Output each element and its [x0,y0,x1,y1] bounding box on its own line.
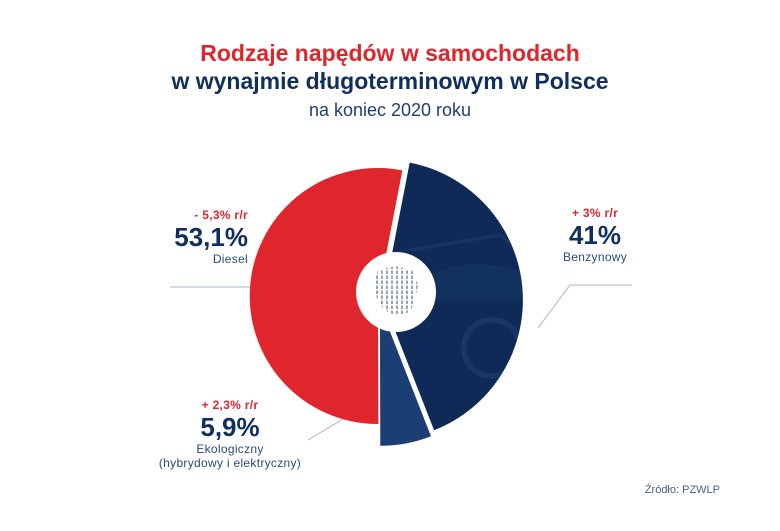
source-note: Źródło: PZWLP [644,484,720,496]
chart-title-line2: w wynajmie długoterminowym w Polsce [171,68,609,94]
name-ekologiczny: Ekologiczny [196,442,264,456]
value-diesel: 53,1% [174,222,248,252]
leader-line-benzynowy [537,284,632,329]
sub-ekologiczny: (hybrydowy i elektryczny) [158,456,302,470]
value-ekologiczny: 5,9% [200,412,260,442]
pie-slice-ekologiczny [379,305,431,446]
label-ekologiczny: + 2,3% r/r 5,9% Ekologiczny (hybrydowy i… [150,398,310,470]
name-benzynowy: Benzynowy [563,250,628,264]
pie-slice-benzynowy [383,162,523,431]
chart-subtitle: na koniec 2020 roku [308,100,472,120]
change-benzynowy: + 3% r/r [571,206,619,220]
leader-line-ekologiczny [307,418,344,441]
change-ekologiczny: + 2,3% r/r [201,398,259,412]
pie-slice-diesel [249,168,403,425]
name-diesel: Diesel [212,252,248,266]
poland-map-icon [374,266,418,316]
label-benzynowy: + 3% r/r 41% Benzynowy [563,206,627,264]
label-diesel: - 5,3% r/r 53,1% Diesel [174,208,248,266]
chart-title-line1: Rodzaje napędów w samochodach [200,40,580,66]
value-benzynowy: 41% [568,220,622,250]
change-diesel: - 5,3% r/r [194,208,248,222]
